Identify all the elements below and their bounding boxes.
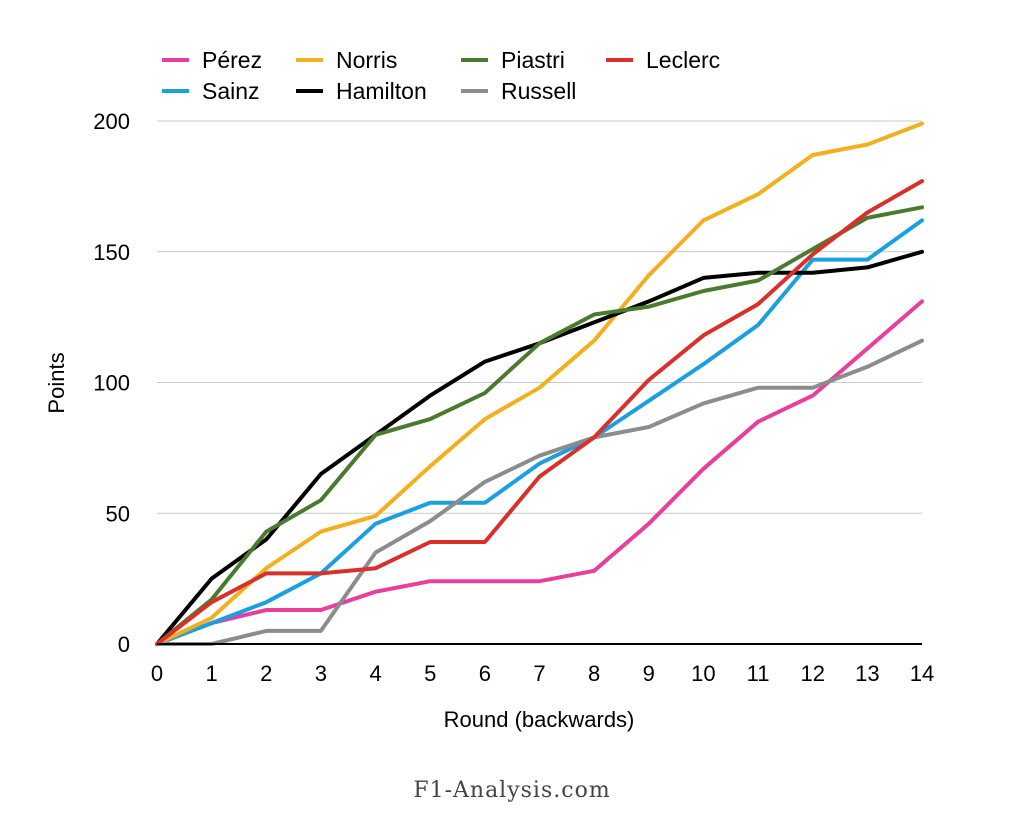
legend: Pérez Sainz Norris Hamilton Piastri Russell Le…	[162, 47, 720, 104]
y-tick-label: 50	[106, 501, 130, 526]
x-tick-label: 5	[424, 661, 436, 686]
x-tick-label: 12	[800, 661, 824, 686]
y-tick-label: 100	[93, 371, 130, 396]
y-tick-label: 200	[93, 109, 130, 134]
x-tick-label: 4	[369, 661, 381, 686]
x-tick-label: 7	[533, 661, 545, 686]
x-axis-label: Round (backwards)	[444, 707, 635, 732]
legend-label: Russell	[501, 78, 576, 104]
gridlines	[157, 120, 922, 514]
legend-label: Sainz	[202, 78, 260, 104]
x-tick-label: 14	[910, 661, 934, 686]
legend-label: Leclerc	[646, 47, 720, 73]
x-tick-label: 1	[206, 661, 218, 686]
x-tick-label: 9	[643, 661, 655, 686]
legend-label: Pérez	[202, 47, 262, 73]
legend-label: Hamilton	[336, 78, 427, 104]
series-line-sainz	[155, 218, 924, 646]
legend-label: Piastri	[501, 47, 565, 73]
series-line-norris	[155, 121, 924, 646]
x-tick-label: 0	[151, 661, 163, 686]
series-line-russell	[155, 338, 924, 646]
y-tick-label: 150	[93, 240, 130, 265]
series-line-hamilton	[155, 249, 924, 646]
y-tick-label: 0	[118, 632, 130, 657]
x-tick-label: 13	[855, 661, 879, 686]
x-tick-label: 3	[315, 661, 327, 686]
series-line-piastri	[155, 205, 924, 646]
x-tick-label: 6	[479, 661, 491, 686]
x-tick-label: 11	[747, 661, 770, 686]
x-tick-label: 10	[691, 661, 715, 686]
watermark-text: F1-Analysis.com	[413, 778, 610, 803]
legend-label: Norris	[336, 47, 397, 73]
y-axis-label: Points	[44, 352, 69, 413]
x-tick-label: 8	[588, 661, 600, 686]
series-line-leclerc	[155, 179, 924, 646]
series-lines	[155, 121, 924, 646]
x-tick-label: 2	[260, 661, 272, 686]
series-line-pérez	[155, 299, 924, 646]
